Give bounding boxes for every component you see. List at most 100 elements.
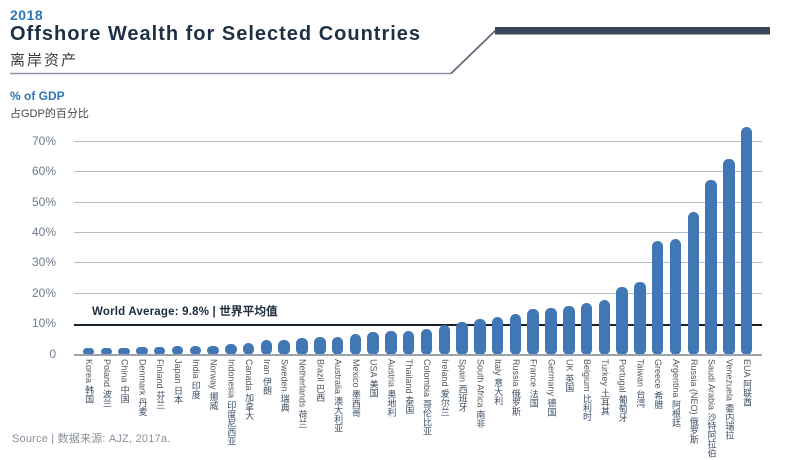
x-label-netherlands: Netherlands 荷兰: [294, 359, 311, 459]
x-label-australia: Australia 澳大利亚: [329, 359, 346, 459]
country-name-cn: 印度尼西亚: [226, 400, 237, 446]
country-name-en: Italy: [493, 359, 504, 379]
x-label-ireland: Ireland 爱尔兰: [436, 359, 453, 459]
y-tick-label: 70%: [31, 133, 56, 148]
bar-spain: [456, 321, 468, 355]
y-tick-label: 30%: [31, 255, 56, 270]
x-label-russia: Russia 俄罗斯: [507, 359, 524, 459]
gridline-30: [74, 262, 762, 264]
country-name-en: Iran: [261, 359, 272, 378]
country-name-en: Germany: [546, 359, 557, 399]
x-label-south-africa: South Africa 南非: [471, 359, 488, 459]
country-name-cn: 台湾: [635, 389, 646, 408]
country-name-cn: 哥伦比亚: [421, 399, 432, 436]
x-label-belgium: Belgium 比利时: [578, 359, 595, 459]
bar-ireland: [438, 324, 451, 355]
country-name-cn: 韩国: [84, 385, 95, 404]
gridline-70: [74, 140, 762, 142]
y-axis-unit: % of GDP: [10, 89, 65, 103]
x-axis-line: [74, 353, 762, 356]
y-tick-label: 40%: [31, 224, 56, 239]
country-name-cn: 奥地利: [386, 389, 397, 417]
bar-usa: [367, 332, 379, 355]
x-label-korea: Korea 韩国: [80, 359, 97, 459]
country-name-en: China: [119, 359, 130, 386]
bar-japan: [171, 345, 184, 355]
country-name-en: Greece: [653, 359, 664, 392]
bar-uk: [563, 306, 575, 355]
country-name-en: Argentina: [670, 359, 681, 401]
country-name-cn: 印度: [190, 381, 201, 400]
bar-australia: [331, 336, 344, 355]
country-name-cn: 墨西哥: [350, 390, 361, 418]
country-name-cn: 荷兰: [297, 410, 308, 429]
x-label-portugal: Portugal 葡萄牙: [614, 359, 631, 459]
y-tick-label: 10%: [31, 316, 56, 331]
country-name-en: Brazil: [315, 359, 326, 385]
country-name-en: UK: [564, 359, 575, 375]
country-name-cn: 瑞典: [279, 394, 290, 413]
country-name-cn: 加拿大: [244, 393, 255, 421]
country-name-en: Sweden: [279, 359, 290, 395]
country-name-en: Netherlands: [297, 359, 308, 411]
country-name-en: Ireland: [439, 359, 450, 390]
x-label-thailand: Thailand 泰国: [400, 359, 417, 459]
world-average-label: World Average: 9.8% | 世界平均值: [92, 306, 278, 318]
x-label-turkey: Turkey 土耳其: [596, 359, 613, 459]
bar-greece: [651, 241, 664, 355]
country-name-cn: 希腊: [653, 391, 664, 410]
country-name-en: Canada: [244, 359, 255, 394]
y-tick-label: 60%: [31, 164, 56, 179]
x-label-taiwan: Taiwan 台湾: [631, 359, 648, 459]
country-name-en: Finland: [155, 359, 166, 392]
bar-canada: [242, 342, 255, 355]
bar-portugal: [616, 286, 628, 355]
chart-title-chinese: 离岸资产: [10, 52, 79, 69]
x-label-colombia: Colombia 哥伦比亚: [418, 359, 435, 459]
bar-iran: [260, 339, 273, 355]
bar-finland: [153, 347, 166, 355]
country-name-cn: 芬兰: [155, 391, 166, 410]
bar-taiwan: [634, 282, 646, 355]
bar-france: [527, 309, 539, 355]
bar-italy: [491, 317, 504, 355]
x-label-sweden: Sweden 瑞典: [276, 359, 293, 459]
x-label-poland: Poland 波兰: [98, 359, 115, 459]
country-name-cn: 比利时: [582, 394, 593, 422]
bar-korea: [82, 348, 95, 355]
country-name-en: Denmark: [137, 359, 148, 399]
country-name-cn: 爱尔兰: [439, 389, 450, 417]
country-name-en: Indonesia: [226, 359, 237, 401]
source-note: Source | 数据来源: AJZ, 2017a.: [12, 433, 171, 445]
country-name-en: Russia: [510, 359, 521, 390]
country-name-en: South Africa: [475, 359, 486, 411]
country-name-cn: 阿根廷: [670, 400, 681, 428]
country-name-cn: 巴西: [315, 384, 326, 403]
country-name-cn: 阿联酋: [742, 379, 753, 407]
country-name-en: Norway: [208, 359, 219, 393]
x-label-italy: Italy 意大利: [489, 359, 506, 459]
country-name-cn: 法国: [528, 389, 539, 408]
country-name-cn: 澳大利亚: [333, 396, 344, 433]
bar-mexico: [349, 333, 362, 355]
x-label-eua: EUA 阿联酋: [738, 359, 755, 459]
country-name-en: Korea: [84, 359, 95, 386]
y-axis-unit-chinese: 占GDP的百分比: [10, 108, 89, 120]
bar-russia: [509, 313, 522, 355]
country-name-en: Poland: [101, 359, 112, 390]
bar-colombia: [420, 329, 433, 355]
x-label-uk: UK 英国: [560, 359, 577, 459]
country-name-en: Taiwan: [635, 359, 646, 390]
country-name-en: Colombia: [421, 359, 432, 400]
x-label-france: France 法国: [525, 359, 542, 459]
bar-russia-neo-: [687, 212, 699, 355]
country-name-en: Australia: [333, 359, 344, 397]
x-label-norway: Norway 挪威: [205, 359, 222, 459]
country-name-en: Thailand: [404, 359, 415, 397]
bar-netherlands: [296, 338, 308, 355]
world-average-line: [74, 323, 762, 326]
country-name-en: India: [190, 359, 201, 382]
bar-thailand: [402, 330, 415, 355]
country-name-en: Mexico: [350, 359, 361, 391]
y-tick-label: 0: [49, 346, 56, 361]
